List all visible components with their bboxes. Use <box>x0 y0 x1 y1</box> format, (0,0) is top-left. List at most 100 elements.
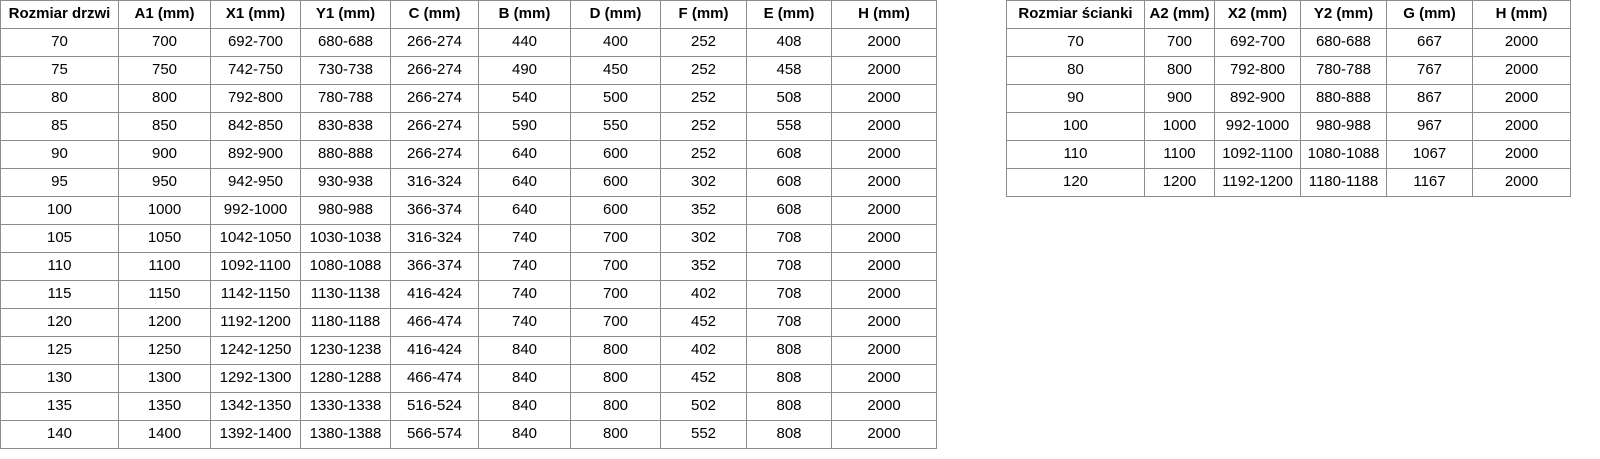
table-cell: 2000 <box>831 56 937 85</box>
table-cell: 640 <box>478 140 571 169</box>
table-cell: 740 <box>478 252 571 281</box>
table-cell: 140 <box>0 420 119 449</box>
table-row: 110 1100 1092-1100 1080-1088 1067 2000 <box>1006 140 1571 169</box>
table-cell: 900 <box>118 140 211 169</box>
table-cell: 2000 <box>831 252 937 281</box>
table-cell: 2000 <box>1472 56 1571 85</box>
table-cell: 110 <box>0 252 119 281</box>
table-cell: 490 <box>478 56 571 85</box>
table-cell: 1400 <box>118 420 211 449</box>
table-cell: 366-374 <box>390 196 479 225</box>
table-cell: 2000 <box>831 112 937 141</box>
table-cell: 252 <box>660 112 747 141</box>
table-cell: 1300 <box>118 364 211 393</box>
table-cell: 2000 <box>831 168 937 197</box>
table-cell: 302 <box>660 168 747 197</box>
table-cell: 1292-1300 <box>210 364 301 393</box>
column-header: A2 (mm) <box>1144 0 1215 29</box>
table-cell: 600 <box>570 196 661 225</box>
table-cell: 266-274 <box>390 56 479 85</box>
table-row: 70 700 692-700 680-688 667 2000 <box>1006 28 1571 57</box>
table-cell: 1142-1150 <box>210 280 301 309</box>
table-cell: 840 <box>478 392 571 421</box>
door-table-body: 70 700 692-700 680-688 266-274 440 400 252 408 20… <box>0 28 937 449</box>
table-cell: 400 <box>570 28 661 57</box>
table-cell: 967 <box>1386 112 1473 141</box>
table-cell: 800 <box>570 420 661 449</box>
table-cell: 452 <box>660 364 747 393</box>
table-cell: 780-788 <box>1300 56 1387 85</box>
table-cell: 692-700 <box>1214 28 1301 57</box>
table-cell: 552 <box>660 420 747 449</box>
column-header: H (mm) <box>1472 0 1571 29</box>
table-row: 80 800 792-800 780-788 266-274 540 500 252 508 20… <box>0 84 937 113</box>
table-cell: 2000 <box>831 280 937 309</box>
table-cell: 808 <box>746 420 832 449</box>
table-cell: 740 <box>478 308 571 337</box>
table-cell: 508 <box>746 84 832 113</box>
table-cell: 100 <box>0 196 119 225</box>
table-cell: 1067 <box>1386 140 1473 169</box>
table-cell: 1200 <box>1144 168 1215 197</box>
table-cell: 1092-1100 <box>1214 140 1301 169</box>
table-cell: 608 <box>746 196 832 225</box>
table-header-row: Rozmiar drzwi A1 (mm) X1 (mm) Y1 (mm) C (mm)… <box>0 0 937 29</box>
table-cell: 1100 <box>118 252 211 281</box>
table-cell: 566-574 <box>390 420 479 449</box>
table-cell: 700 <box>1144 28 1215 57</box>
table-cell: 1330-1338 <box>300 392 391 421</box>
table-cell: 608 <box>746 140 832 169</box>
table-cell: 80 <box>0 84 119 113</box>
table-cell: 892-900 <box>210 140 301 169</box>
table-cell: 900 <box>1144 84 1215 113</box>
table-cell: 266-274 <box>390 28 479 57</box>
table-cell: 266-274 <box>390 84 479 113</box>
table-cell: 1150 <box>118 280 211 309</box>
table-cell: 450 <box>570 56 661 85</box>
table-cell: 352 <box>660 196 747 225</box>
table-row: 105 1050 1042-1050 1030-1038 316-324 740 700 30… <box>0 224 937 253</box>
column-header: Rozmiar ścianki <box>1006 0 1145 29</box>
column-header: B (mm) <box>478 0 571 29</box>
table-cell: 110 <box>1006 140 1145 169</box>
table-cell: 1192-1200 <box>1214 168 1301 197</box>
table-header-row: Rozmiar ścianki A2 (mm) X2 (mm) Y2 (mm) G (m… <box>1006 0 1571 29</box>
table-row: 130 1300 1292-1300 1280-1288 466-474 840 800 45… <box>0 364 937 393</box>
table-cell: 1100 <box>1144 140 1215 169</box>
table-row: 115 1150 1142-1150 1130-1138 416-424 740 700 40… <box>0 280 937 309</box>
table-cell: 1000 <box>1144 112 1215 141</box>
table-cell: 840 <box>478 364 571 393</box>
table-cell: 2000 <box>831 28 937 57</box>
table-cell: 667 <box>1386 28 1473 57</box>
table-cell: 800 <box>570 364 661 393</box>
table-cell: 2000 <box>831 336 937 365</box>
table-cell: 840 <box>478 420 571 449</box>
table-cell: 730-738 <box>300 56 391 85</box>
column-header: G (mm) <box>1386 0 1473 29</box>
table-cell: 1200 <box>118 308 211 337</box>
table-cell: 708 <box>746 224 832 253</box>
table-cell: 708 <box>746 308 832 337</box>
table-cell: 2000 <box>831 84 937 113</box>
table-cell: 840 <box>478 336 571 365</box>
table-cell: 366-374 <box>390 252 479 281</box>
table-cell: 466-474 <box>390 364 479 393</box>
table-cell: 1030-1038 <box>300 224 391 253</box>
table-cell: 742-750 <box>210 56 301 85</box>
table-cell: 1130-1138 <box>300 280 391 309</box>
table-cell: 1350 <box>118 392 211 421</box>
table-cell: 402 <box>660 280 747 309</box>
wall-table-body: 70 700 692-700 680-688 667 2000 80 800 792-800 78… <box>1006 28 1571 197</box>
column-header: Rozmiar drzwi <box>0 0 119 29</box>
door-dimensions-table: Rozmiar drzwi A1 (mm) X1 (mm) Y1 (mm) C (mm)… <box>0 0 937 449</box>
table-cell: 252 <box>660 28 747 57</box>
table-row: 85 850 842-850 830-838 266-274 590 550 252 558 20… <box>0 112 937 141</box>
wall-panel-dimensions-table: Rozmiar ścianki A2 (mm) X2 (mm) Y2 (mm) G (m… <box>1006 0 1571 197</box>
table-cell: 115 <box>0 280 119 309</box>
table-cell: 767 <box>1386 56 1473 85</box>
column-header: X1 (mm) <box>210 0 301 29</box>
table-cell: 540 <box>478 84 571 113</box>
table-cell: 700 <box>570 224 661 253</box>
table-cell: 700 <box>570 252 661 281</box>
